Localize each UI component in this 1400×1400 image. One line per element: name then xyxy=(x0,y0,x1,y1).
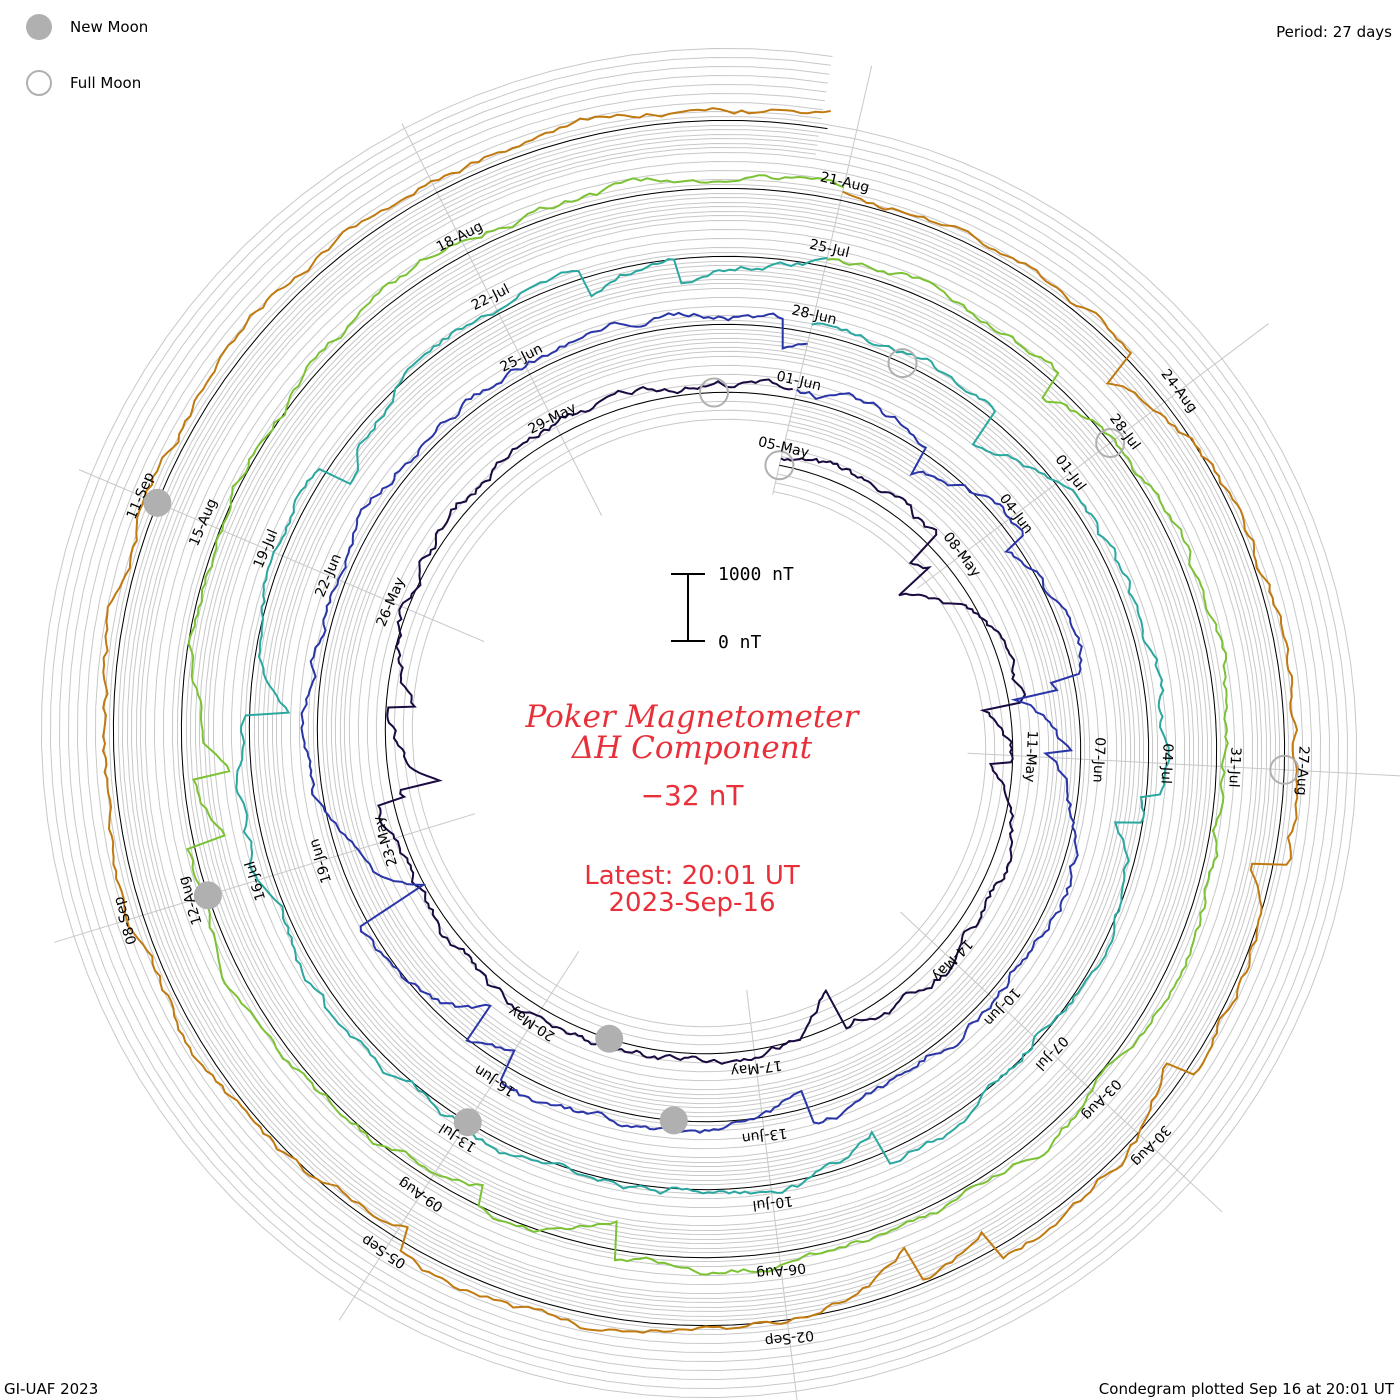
trace-rotation-5 xyxy=(101,107,1299,1334)
scale-top-label: 1000 nT xyxy=(718,564,794,585)
legend-full-moon-label: Full Moon xyxy=(70,74,142,92)
grid-spokes xyxy=(54,65,1400,1400)
full-moon-marker xyxy=(1269,754,1300,785)
scale-bar: 1000 nT 0 nT xyxy=(671,564,794,653)
day-label: 31-Jul xyxy=(1225,747,1243,788)
trace-rotation-4 xyxy=(185,174,1229,1276)
plotted-label: Condegram plotted Sep 16 at 20:01 UT xyxy=(1098,1380,1394,1398)
new-moon-marker xyxy=(453,1108,482,1137)
day-label: 17-May xyxy=(730,1057,783,1079)
day-label: 11-May xyxy=(1021,730,1040,783)
grid-spoke xyxy=(772,65,873,495)
grid-rings xyxy=(40,47,1358,1399)
day-label: 24-Aug xyxy=(1157,366,1200,415)
day-label: 25-Jul xyxy=(808,237,851,262)
grid-spoke xyxy=(746,990,798,1400)
day-label: 14-May xyxy=(929,936,976,985)
day-label: 07-Jun xyxy=(1089,737,1107,783)
full-moon-marker xyxy=(698,377,729,408)
grid-spoke xyxy=(916,323,1269,589)
day-label: 06-Aug xyxy=(755,1259,806,1281)
grid-ring xyxy=(40,47,1358,1399)
grid-spoke xyxy=(401,123,603,516)
moon-markers xyxy=(143,348,1300,1137)
chart-title-line1: Poker Magnetometer xyxy=(525,699,861,735)
new-moon-marker xyxy=(595,1024,624,1053)
grid-ring xyxy=(139,146,1259,1300)
current-value: −32 nT xyxy=(641,779,745,812)
day-label: 02-Sep xyxy=(764,1327,815,1349)
full-moon-icon xyxy=(26,70,52,96)
baseline-path xyxy=(112,120,1286,1327)
grid-ring xyxy=(94,101,1304,1345)
day-label: 27-Aug xyxy=(1293,745,1312,796)
new-moon-icon xyxy=(26,14,52,40)
full-moon-marker xyxy=(764,450,795,481)
data-traces xyxy=(101,107,1299,1334)
legend-full-moon: Full Moon xyxy=(26,70,141,96)
day-label: 08-Sep xyxy=(111,894,141,946)
grid-ring xyxy=(85,92,1313,1354)
legend-new-moon-label: New Moon xyxy=(70,18,149,36)
full-moon-marker xyxy=(1095,427,1126,458)
legend-new-moon: New Moon xyxy=(26,14,148,40)
trace-rotation-1 xyxy=(376,378,1027,1065)
grid-ring xyxy=(103,110,1295,1336)
grid-spoke xyxy=(338,951,580,1321)
trace-rotation-2 xyxy=(300,311,1083,1134)
trace-rotation-3 xyxy=(235,257,1171,1195)
grid-ring xyxy=(130,137,1268,1309)
grid-ring xyxy=(76,83,1322,1363)
grid-ring xyxy=(67,74,1331,1372)
day-label: 10-Jul xyxy=(752,1192,794,1213)
period-label: Period: 27 days xyxy=(1276,23,1392,41)
full-moon-marker xyxy=(887,348,918,379)
latest-date: 2023-Sep-16 xyxy=(608,888,775,918)
new-moon-marker xyxy=(143,488,172,517)
credit-label: GI-UAF 2023 xyxy=(4,1380,99,1398)
day-label: 13-Jun xyxy=(741,1125,788,1146)
latest-time: Latest: 20:01 UT xyxy=(584,861,800,891)
grid-ring xyxy=(121,128,1277,1318)
chart-title-line2: ΔH Component xyxy=(571,730,813,766)
baseline-spiral xyxy=(112,120,1286,1327)
day-label: 04-Jul xyxy=(1157,743,1175,784)
new-moon-marker xyxy=(659,1106,688,1135)
grid-spoke xyxy=(54,813,476,943)
day-label: 16-Jun xyxy=(472,1061,519,1099)
scale-bottom-label: 0 nT xyxy=(718,632,762,653)
day-label: 04-Jun xyxy=(996,491,1036,537)
new-moon-marker xyxy=(193,881,222,910)
grid-spoke xyxy=(967,752,1400,777)
